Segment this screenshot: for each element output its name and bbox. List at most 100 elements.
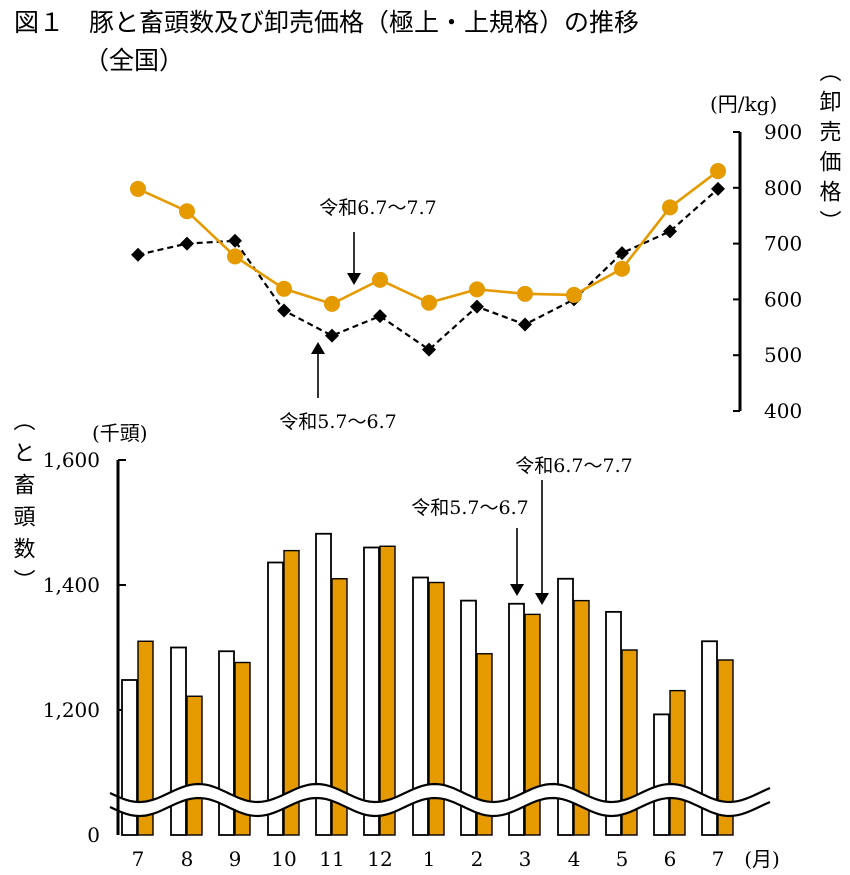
bar-r5 xyxy=(170,646,187,836)
count-x-tick-label: 11 xyxy=(319,847,344,871)
price-point-r6 xyxy=(179,203,195,220)
price-annotation-r5: 令和5.7〜6.7 xyxy=(279,411,396,433)
bar-r6 xyxy=(379,545,396,836)
price-y-axis-label: （卸売価格） xyxy=(816,60,842,240)
count-x-tick-label: 1 xyxy=(423,847,436,871)
count-arrow-r6 xyxy=(535,480,549,605)
price-point-r5 xyxy=(277,303,291,318)
count-x-tick-label: 10 xyxy=(271,847,296,871)
axis-break-line-bottom xyxy=(109,796,771,818)
price-point-r5 xyxy=(518,317,532,332)
count-y-tick-label: 1,400 xyxy=(43,573,100,597)
bar-r6 xyxy=(283,549,300,836)
axis-break-band xyxy=(110,784,770,816)
price-y-tick-label: 500 xyxy=(764,343,802,367)
price-unit-label: (円/kg) xyxy=(710,92,777,116)
bar-r6 xyxy=(573,599,590,836)
arrow-head xyxy=(510,584,524,596)
bar-r6 xyxy=(137,640,154,836)
price-point-r5 xyxy=(711,181,725,196)
price-point-r6 xyxy=(469,281,485,298)
count-y-axis-label: （と畜頭数） xyxy=(10,409,36,601)
count-x-tick-label: 2 xyxy=(471,847,484,871)
count-x-tick-label: 7 xyxy=(132,847,145,871)
count-x-axis-label: (月) xyxy=(744,847,780,871)
arrow-head xyxy=(311,342,325,354)
chart-title: 図１ 豚と畜頭数及び卸売価格（極上・上規格）の推移 （全国） xyxy=(14,4,639,80)
price-point-r6 xyxy=(566,286,582,303)
price-annotation-r6: 令和6.7〜7.7 xyxy=(319,197,436,219)
bar-r6 xyxy=(331,578,348,836)
bar-r5 xyxy=(218,650,235,836)
count-annotation-r5: 令和5.7〜6.7 xyxy=(411,497,528,519)
bar-r5 xyxy=(363,546,380,836)
bar-r5 xyxy=(557,577,574,836)
bar-r5 xyxy=(412,576,429,836)
price-line-chart: 400 500 600 700 800 900 (円/kg) （卸売価格） 令和6.7〜7.7 令… xyxy=(130,60,842,433)
arrow-head xyxy=(347,273,361,285)
bar-r6 xyxy=(476,653,493,836)
price-point-r5 xyxy=(228,233,242,248)
price-point-r6 xyxy=(276,280,292,297)
price-point-r6 xyxy=(227,248,243,265)
count-annotation-r6: 令和6.7〜7.7 xyxy=(515,455,632,477)
price-point-r6 xyxy=(517,285,533,302)
price-point-r5 xyxy=(615,246,629,261)
price-arrow-r5 xyxy=(311,342,325,398)
title-line-1: 図１ 豚と畜頭数及び卸売価格（極上・上規格）の推移 xyxy=(14,8,640,37)
bar-r5 xyxy=(701,640,718,836)
price-point-r5 xyxy=(422,342,436,357)
bar-r5 xyxy=(315,532,332,836)
count-y-tick-label: 0 xyxy=(87,823,100,847)
price-line-r6 xyxy=(137,170,719,306)
price-point-r6 xyxy=(372,271,388,288)
count-x-tick-label: 12 xyxy=(367,847,392,871)
count-x-tick-label: 8 xyxy=(181,847,194,871)
count-x-tick-label: 3 xyxy=(519,847,532,871)
count-y-tick-label: 1,600 xyxy=(43,448,100,472)
price-point-r6 xyxy=(421,294,437,311)
title-line-2: （全国） xyxy=(84,46,185,75)
bar-r6 xyxy=(234,661,251,836)
bar-r6 xyxy=(186,695,203,836)
count-x-tick-label: 5 xyxy=(616,847,629,871)
bar-r6 xyxy=(669,689,686,836)
count-unit-label: (千頭) xyxy=(92,421,148,445)
price-point-r5 xyxy=(180,236,194,251)
price-point-r5 xyxy=(373,309,387,324)
count-x-tick-label: 7 xyxy=(712,847,725,871)
count-y-tick-label: 1,200 xyxy=(43,698,100,722)
price-arrow-r6 xyxy=(347,232,361,285)
axis-break-line-top xyxy=(109,782,771,804)
price-point-r5 xyxy=(131,247,145,262)
price-y-tick-label: 700 xyxy=(764,232,802,256)
price-point-r6 xyxy=(614,260,630,277)
bar-r5 xyxy=(653,713,670,836)
price-point-r5 xyxy=(663,224,677,239)
bar-r5 xyxy=(508,602,525,836)
price-y-tick-label: 600 xyxy=(764,287,802,311)
count-x-tick-label: 9 xyxy=(229,847,242,871)
price-point-r6 xyxy=(710,163,726,180)
count-x-tick-label: 4 xyxy=(568,847,581,871)
price-point-r6 xyxy=(130,180,146,197)
bar-r5 xyxy=(605,610,622,836)
price-point-r5 xyxy=(470,299,484,314)
bar-r6 xyxy=(524,613,541,836)
price-y-tick-label: 800 xyxy=(764,176,802,200)
count-arrow-r5 xyxy=(510,528,524,596)
price-y-tick-label: 400 xyxy=(764,399,802,423)
count-x-tick-label: 6 xyxy=(664,847,677,871)
price-point-r5 xyxy=(325,328,339,343)
bar-r6 xyxy=(717,659,734,836)
price-point-r6 xyxy=(662,199,678,216)
bar-r5 xyxy=(460,599,477,836)
price-y-tick-label: 900 xyxy=(764,120,802,144)
bar-r6 xyxy=(621,649,638,836)
arrow-head xyxy=(535,593,549,605)
bar-r6 xyxy=(428,581,445,836)
price-point-r6 xyxy=(324,295,340,312)
bar-r5 xyxy=(121,679,138,836)
